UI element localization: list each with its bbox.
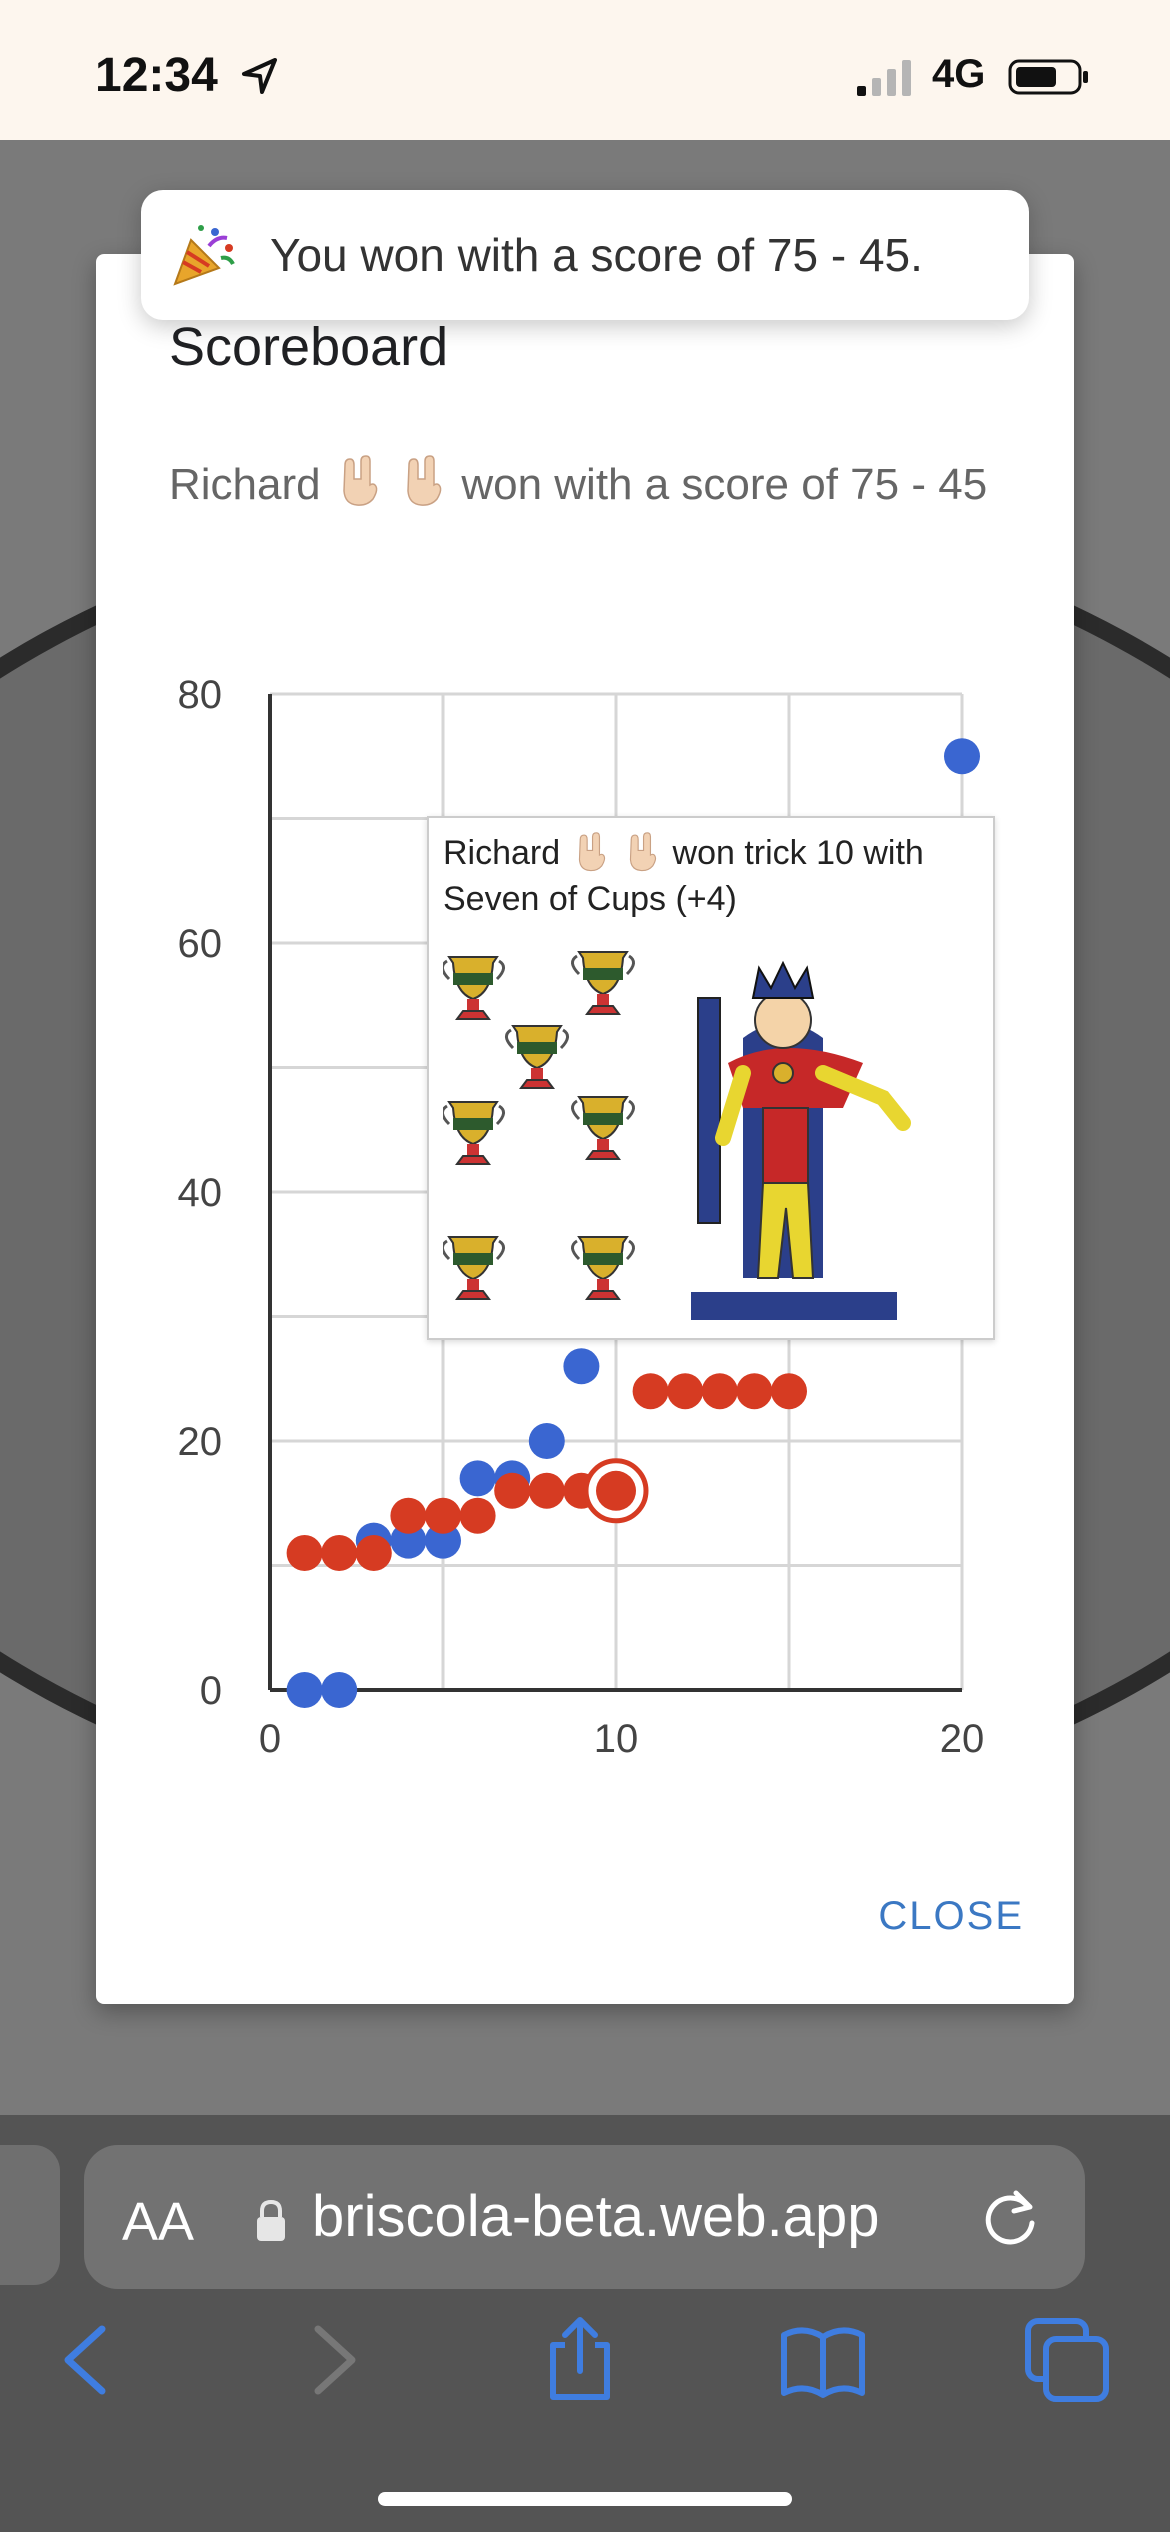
y-tick-label: 60 <box>178 922 223 966</box>
red-score-point <box>632 1373 669 1410</box>
back-icon[interactable] <box>40 2315 130 2405</box>
highlighted-point <box>596 1470 636 1511</box>
tooltip-card-text: Seven of Cups (+4) <box>443 880 737 918</box>
blue-score-point <box>286 1672 323 1708</box>
bookmarks-icon[interactable] <box>778 2315 868 2405</box>
y-tick-label: 80 <box>178 673 223 717</box>
x-tick-label: 0 <box>259 1717 281 1761</box>
blue-score-point <box>321 1672 358 1708</box>
red-score-point <box>736 1373 773 1410</box>
trick-tooltip: Richard won trick 10 with Seven of Cups … <box>427 816 995 1340</box>
tabs-icon[interactable] <box>1022 2315 1112 2405</box>
status-time: 12:34 <box>95 49 218 102</box>
party-popper-icon <box>173 225 235 286</box>
chart-axes <box>268 694 962 1692</box>
red-score-point <box>286 1535 323 1572</box>
home-indicator <box>378 2492 792 2506</box>
lock-icon <box>257 2199 285 2241</box>
toast-message: You won with a score of 75 - 45. <box>270 229 923 281</box>
winner-name: Richard <box>169 460 321 509</box>
rock-on-hand-icon <box>343 455 378 506</box>
rock-on-hand-icon <box>578 832 605 872</box>
location-arrow-icon <box>242 58 277 94</box>
winner-message: won with a score of 75 - 45 <box>461 460 988 509</box>
tooltip-trick-text: won trick 10 with <box>672 834 924 872</box>
blue-score-point <box>459 1460 496 1497</box>
win-toast: You won with a score of 75 - 45. <box>141 190 1029 320</box>
red-score-point <box>771 1373 807 1410</box>
red-score-point <box>494 1472 531 1509</box>
red-score-point <box>667 1373 704 1410</box>
tooltip-player: Richard <box>443 834 561 872</box>
red-score-point <box>459 1497 496 1534</box>
blue-score-point <box>563 1348 600 1385</box>
blue-score-point <box>944 738 980 775</box>
status-bar: 12:34 4G <box>0 0 1170 140</box>
red-score-point <box>528 1472 565 1509</box>
share-icon[interactable] <box>535 2315 625 2405</box>
blue-score-point <box>425 1522 461 1559</box>
dialog-message: Richard won with a score of 75 - 45 <box>169 449 1009 521</box>
signal-strength-icon <box>857 60 911 96</box>
y-tick-label: 40 <box>178 1171 223 1215</box>
dialog-title: Scoreboard <box>169 317 449 377</box>
tooltip-text: Richard won trick 10 with Seven of Cups … <box>443 830 988 922</box>
y-tick-label: 20 <box>178 1420 223 1464</box>
rock-on-hand-icon <box>407 455 442 506</box>
battery-icon <box>1008 59 1088 95</box>
forward-icon[interactable] <box>290 2315 380 2405</box>
seven-of-cups-card <box>443 950 911 1320</box>
address-bar[interactable]: AA briscola-beta.web.app <box>84 2145 1085 2289</box>
previous-tab-peek[interactable] <box>0 2145 60 2285</box>
y-tick-label: 0 <box>200 1669 222 1713</box>
red-score-point <box>425 1497 461 1534</box>
red-score-point <box>701 1373 738 1410</box>
x-tick-label: 20 <box>940 1717 985 1761</box>
reload-icon[interactable] <box>980 2187 1042 2249</box>
close-button[interactable]: CLOSE <box>878 1894 1024 1938</box>
url-text: briscola-beta.web.app <box>312 2184 880 2249</box>
red-score-point <box>321 1535 358 1572</box>
network-type: 4G <box>932 52 986 96</box>
red-score-point <box>355 1535 392 1572</box>
chart-points <box>286 738 980 1708</box>
red-score-point <box>390 1497 427 1534</box>
blue-score-point <box>390 1522 427 1559</box>
reader-settings-button[interactable]: AA <box>122 2192 195 2252</box>
rock-on-hand-icon <box>629 832 657 872</box>
chart-ticks: 0 10 20 0 20 40 60 80 <box>178 673 985 1761</box>
blue-score-point <box>528 1423 565 1459</box>
x-tick-label: 10 <box>594 1717 639 1761</box>
browser-toolbar: AA briscola-beta.web.app <box>0 2115 1170 2532</box>
